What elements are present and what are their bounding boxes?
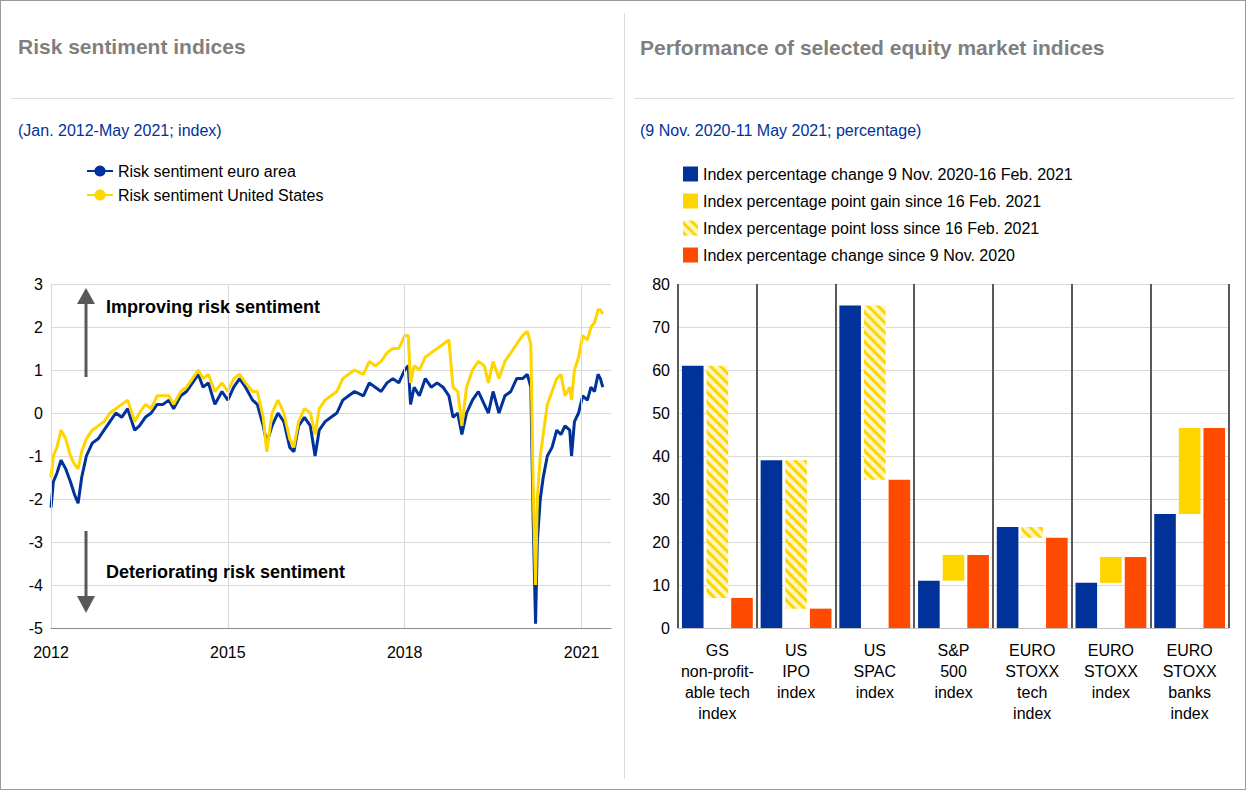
svg-text:US: US xyxy=(864,642,886,659)
svg-text:50: 50 xyxy=(652,405,670,422)
svg-text:60: 60 xyxy=(652,362,670,379)
svg-text:Risk sentiment euro area: Risk sentiment euro area xyxy=(118,163,296,180)
svg-text:(9 Nov. 2020-11 May 2021; perc: (9 Nov. 2020-11 May 2021; percentage) xyxy=(640,122,921,139)
svg-text:IPO: IPO xyxy=(782,663,810,680)
svg-text:STOXX: STOXX xyxy=(1084,663,1138,680)
svg-text:Risk sentiment indices: Risk sentiment indices xyxy=(18,35,246,58)
svg-text:80: 80 xyxy=(652,276,670,293)
svg-text:Improving risk sentiment: Improving risk sentiment xyxy=(106,297,320,317)
svg-text:Index percentage point gain si: Index percentage point gain since 16 Feb… xyxy=(703,193,1041,210)
svg-text:index: index xyxy=(934,684,972,701)
svg-text:500: 500 xyxy=(940,663,967,680)
svg-text:1: 1 xyxy=(34,362,43,379)
svg-text:10: 10 xyxy=(652,577,670,594)
svg-text:-3: -3 xyxy=(29,534,43,551)
svg-text:2018: 2018 xyxy=(387,644,423,661)
svg-text:STOXX: STOXX xyxy=(1005,663,1059,680)
svg-text:Risk sentiment United States: Risk sentiment United States xyxy=(118,187,323,204)
svg-text:(Jan. 2012-May 2021; index): (Jan. 2012-May 2021; index) xyxy=(18,122,222,139)
svg-text:S&P: S&P xyxy=(937,642,969,659)
svg-text:0: 0 xyxy=(661,620,670,637)
svg-text:able tech: able tech xyxy=(685,684,750,701)
svg-text:index: index xyxy=(1013,705,1051,722)
svg-text:Index percentage point loss si: Index percentage point loss since 16 Feb… xyxy=(703,220,1039,237)
svg-text:3: 3 xyxy=(34,276,43,293)
svg-text:-1: -1 xyxy=(29,448,43,465)
svg-text:tech: tech xyxy=(1017,684,1047,701)
svg-text:Deteriorating risk sentiment: Deteriorating risk sentiment xyxy=(106,562,345,582)
svg-text:70: 70 xyxy=(652,319,670,336)
svg-text:Index percentage change 9 Nov.: Index percentage change 9 Nov. 2020-16 F… xyxy=(703,166,1073,183)
svg-text:2: 2 xyxy=(34,319,43,336)
svg-text:-4: -4 xyxy=(29,577,43,594)
svg-text:index: index xyxy=(777,684,815,701)
svg-text:2021: 2021 xyxy=(564,644,600,661)
svg-text:2015: 2015 xyxy=(210,644,246,661)
svg-text:index: index xyxy=(1171,705,1209,722)
svg-text:GS: GS xyxy=(706,642,729,659)
svg-text:0: 0 xyxy=(34,405,43,422)
svg-text:index: index xyxy=(1092,684,1130,701)
svg-text:index: index xyxy=(698,705,736,722)
svg-text:20: 20 xyxy=(652,534,670,551)
svg-text:US: US xyxy=(785,642,807,659)
svg-text:40: 40 xyxy=(652,448,670,465)
svg-text:index: index xyxy=(856,684,894,701)
svg-text:2012: 2012 xyxy=(33,644,69,661)
svg-text:EURO: EURO xyxy=(1009,642,1055,659)
svg-text:EURO: EURO xyxy=(1167,642,1213,659)
svg-text:Index percentage change since: Index percentage change since 9 Nov. 202… xyxy=(703,247,1015,264)
svg-text:Performance of selected equity: Performance of selected equity market in… xyxy=(640,36,1105,59)
svg-text:-2: -2 xyxy=(29,491,43,508)
svg-text:EURO: EURO xyxy=(1088,642,1134,659)
svg-text:STOXX: STOXX xyxy=(1163,663,1217,680)
svg-text:30: 30 xyxy=(652,491,670,508)
svg-text:SPAC: SPAC xyxy=(854,663,896,680)
svg-text:-5: -5 xyxy=(29,620,43,637)
svg-text:banks: banks xyxy=(1168,684,1211,701)
svg-text:non-profit-: non-profit- xyxy=(681,663,754,680)
